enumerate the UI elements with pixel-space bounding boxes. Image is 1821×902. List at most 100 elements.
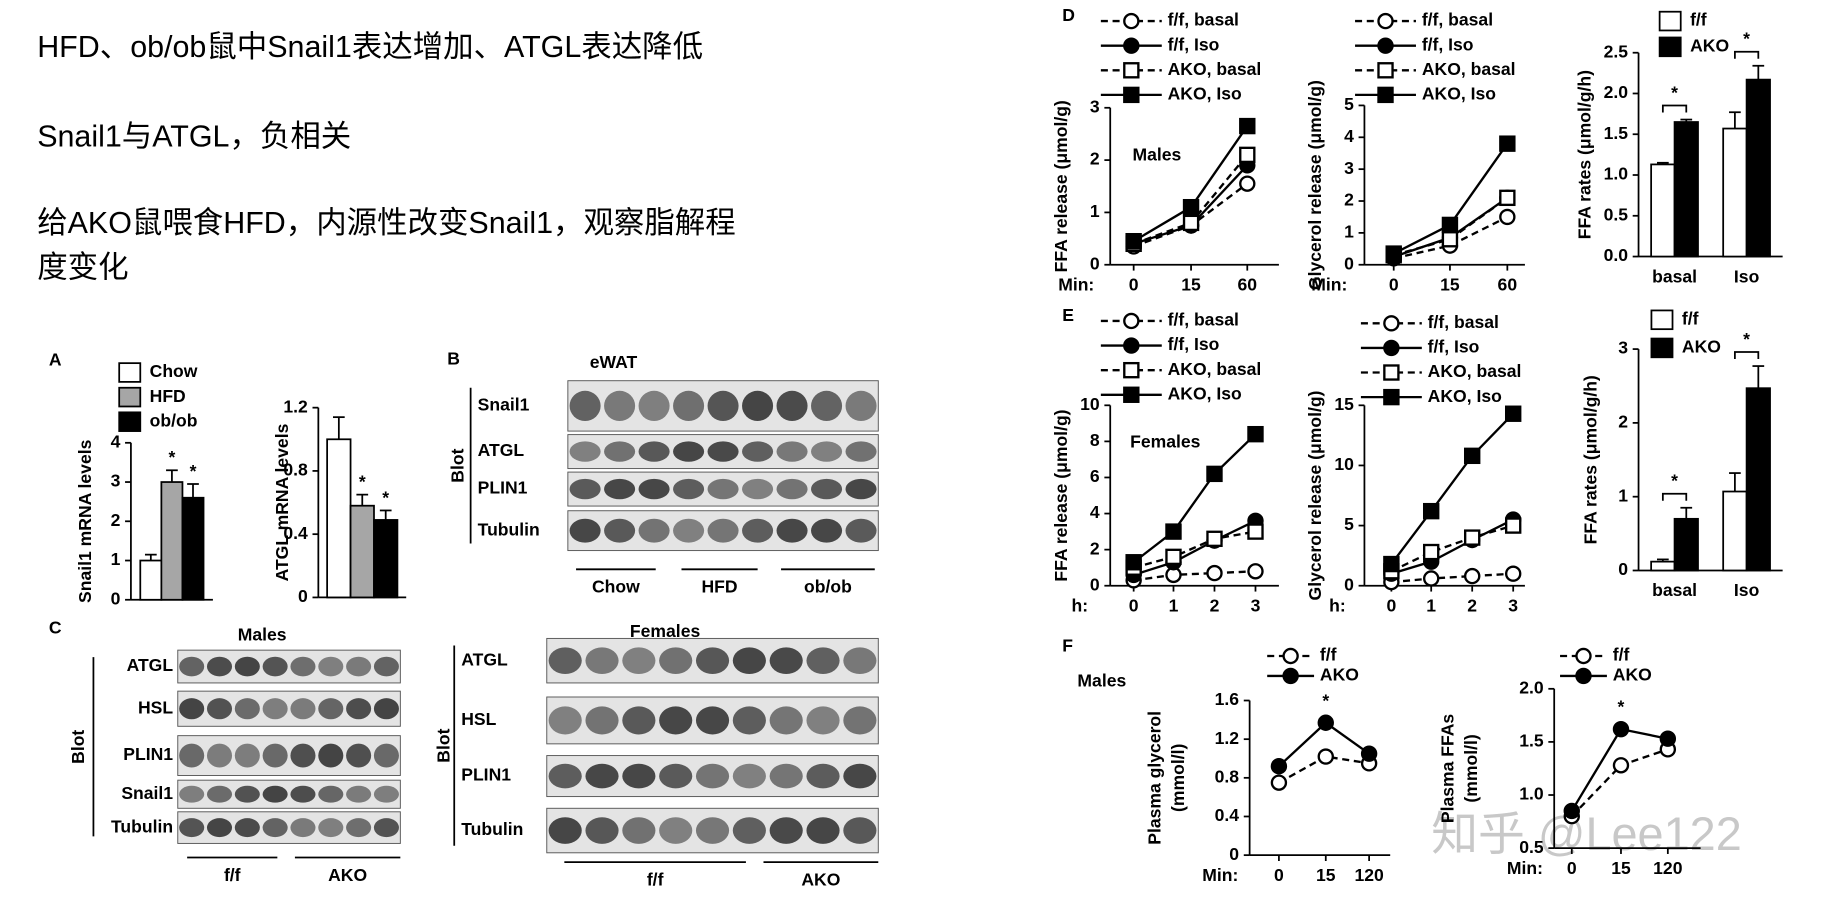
data-point — [1206, 465, 1223, 483]
note-line: 给AKO鼠喂食HFD，内源性改变Snail1，观察脂解程 — [37, 206, 735, 240]
significance: * — [1618, 697, 1625, 717]
series-line — [1132, 433, 1257, 564]
blot-band — [806, 647, 840, 675]
x-tick-label: 3 — [1508, 595, 1518, 615]
legend-marker — [1377, 12, 1394, 30]
legend-label: f/f, Iso — [1168, 334, 1220, 354]
bar — [1745, 387, 1771, 572]
blot-band — [373, 698, 399, 720]
blot-band — [318, 785, 344, 803]
y-tick-label: 2 — [1090, 538, 1100, 558]
legend-marker — [1123, 12, 1140, 30]
blot-band — [548, 647, 582, 675]
blot-row-label: Snail1 — [478, 395, 530, 415]
x-tick-label: 120 — [1354, 865, 1384, 885]
blot-band — [262, 818, 288, 838]
y-tick-label: 1.5 — [1519, 731, 1544, 751]
bar — [181, 496, 205, 601]
legend-label: f/f, basal — [1168, 10, 1239, 30]
x-tick-label: 60 — [1498, 274, 1518, 294]
data-point — [1464, 567, 1481, 585]
y-axis-label: FFA rates (μmol/g/h) — [1574, 70, 1594, 239]
blot-band — [769, 763, 803, 789]
blot-band — [673, 478, 705, 500]
bar — [160, 481, 184, 601]
data-point — [1239, 175, 1256, 192]
series-line — [1133, 519, 1256, 577]
y-tick-label: 3 — [1618, 338, 1628, 358]
blot-band — [845, 518, 877, 543]
blot-band — [845, 390, 877, 422]
data-point — [1423, 570, 1440, 587]
y-tick-label: 0.0 — [1604, 245, 1629, 265]
data-point — [1317, 714, 1334, 731]
blot-band — [548, 706, 582, 735]
data-point — [1383, 555, 1400, 573]
legend-marker — [1123, 86, 1140, 104]
y-tick-label: 15 — [1334, 394, 1354, 414]
legend-swatch — [1650, 337, 1674, 359]
data-point — [1505, 565, 1522, 582]
note-line: 度变化 — [37, 250, 128, 284]
data-point — [1125, 232, 1142, 250]
blot-band — [290, 656, 316, 677]
y-tick-label: 2 — [1344, 190, 1354, 210]
significance: * — [1671, 82, 1678, 102]
blot-band — [346, 818, 372, 838]
blot-band — [373, 656, 399, 677]
blot-band — [638, 478, 670, 500]
legend-marker — [1123, 337, 1140, 354]
x-axis-label: h: — [1329, 595, 1346, 615]
blot-band — [659, 817, 693, 844]
significance: * — [190, 461, 197, 481]
y-tick-label: 0 — [111, 588, 121, 608]
legend-swatch — [1650, 309, 1674, 331]
legend-label: AKO, Iso — [1168, 84, 1242, 104]
bar — [1722, 490, 1748, 572]
blot-band — [811, 518, 843, 543]
data-point — [1441, 231, 1459, 248]
blot-band — [811, 390, 843, 422]
blot-group-label: HFD — [702, 577, 738, 597]
blot-band — [346, 743, 372, 768]
blot-band — [206, 656, 233, 677]
legend-label: AKO, Iso — [1428, 386, 1502, 406]
legend-swatch — [118, 411, 142, 432]
legend-label: f/f — [1613, 645, 1630, 665]
legend-label: f/f — [1690, 10, 1707, 30]
y-tick-label: 0.8 — [1215, 766, 1240, 786]
significance: * — [1322, 690, 1329, 710]
blot-band — [638, 518, 670, 543]
legend-marker — [1123, 37, 1140, 54]
blot-band — [843, 817, 877, 844]
data-point — [1612, 720, 1630, 738]
data-point — [1317, 748, 1334, 765]
data-point — [1499, 189, 1516, 207]
y-axis-label: Glycerol release (μmol/g) — [1305, 391, 1325, 601]
series-line — [1390, 412, 1515, 565]
blot-band — [179, 785, 205, 803]
y-axis-label: Plasma FFAs — [1437, 714, 1457, 824]
legend-label: AKO — [1613, 665, 1652, 685]
blot-band — [659, 706, 693, 735]
blot-band — [776, 518, 808, 543]
legend-label: AKO — [1682, 337, 1721, 357]
blot-row-label: ATGL — [127, 655, 174, 675]
x-tick-label: 1 — [1169, 595, 1179, 615]
x-tick-label: 15 — [1611, 858, 1631, 878]
x-tick-label: 120 — [1653, 858, 1683, 878]
legend-marker — [1377, 37, 1394, 54]
panel-label: F — [1062, 635, 1073, 655]
data-point — [1206, 530, 1223, 548]
blot-band — [290, 743, 316, 768]
blot-band — [707, 478, 739, 500]
blot-band — [732, 706, 766, 735]
blot-band — [732, 763, 766, 789]
y-tick-label: 0.8 — [283, 460, 308, 480]
legend-label: f/f — [1320, 645, 1337, 665]
blot-band — [604, 518, 636, 543]
legend-swatch — [1658, 36, 1682, 58]
blot-title: eWAT — [590, 352, 638, 372]
series-line — [1390, 524, 1514, 573]
y-tick-label: 6 — [1090, 466, 1100, 486]
